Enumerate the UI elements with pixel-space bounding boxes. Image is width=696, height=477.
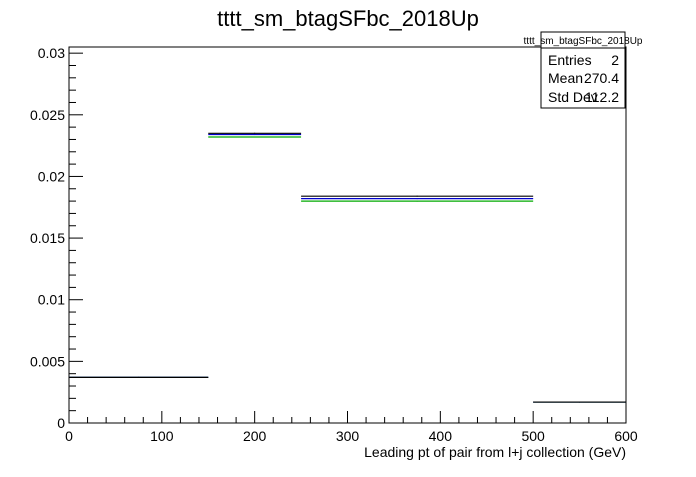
histogram-series [69, 133, 626, 403]
x-tick-label: 200 [243, 428, 267, 444]
x-axis-label: Leading pt of pair from l+j collection (… [364, 444, 626, 460]
y-tick-label: 0.025 [30, 107, 65, 123]
histogram-series [69, 136, 626, 403]
chart-title: tttt_sm_btagSFbc_2018Up [217, 6, 479, 31]
stats-mean-label: Mean [548, 70, 583, 86]
y-tick-label: 0.01 [38, 292, 65, 308]
stats-entries-label: Entries [548, 52, 592, 68]
stats-box-title: tttt_sm_btagSFbc_2018Up [524, 36, 643, 47]
x-tick-label: 300 [336, 428, 360, 444]
x-tick-label: 0 [65, 428, 73, 444]
x-tick-label: 500 [521, 428, 545, 444]
series-layer [69, 132, 626, 403]
x-axis: 0 100 200 300 400 500 600 [65, 411, 638, 444]
stats-box-frame [540, 31, 626, 109]
y-tick-label: 0 [57, 415, 65, 431]
stats-stddev-label: Std Dev [548, 89, 598, 105]
y-tick-label: 0.03 [38, 45, 65, 61]
y-tick-label: 0.02 [38, 168, 65, 184]
x-tick-label: 100 [150, 428, 174, 444]
y-tick-label: 0.015 [30, 230, 65, 246]
stats-mean-value: 270.4 [584, 70, 619, 86]
stats-stddev-value: 112.2 [585, 89, 619, 105]
y-axis: 0 0.005 0.01 0.015 0.02 0.025 0.03 [30, 45, 83, 431]
stats-entries-value: 2 [611, 52, 619, 68]
y-tick-label: 0.005 [30, 353, 65, 369]
stats-box: tttt_sm_btagSFbc_2018Up Entries 2 Mean 2… [524, 31, 643, 109]
histogram-series [69, 132, 626, 403]
x-tick-label: 600 [614, 428, 638, 444]
x-tick-label: 400 [429, 428, 453, 444]
